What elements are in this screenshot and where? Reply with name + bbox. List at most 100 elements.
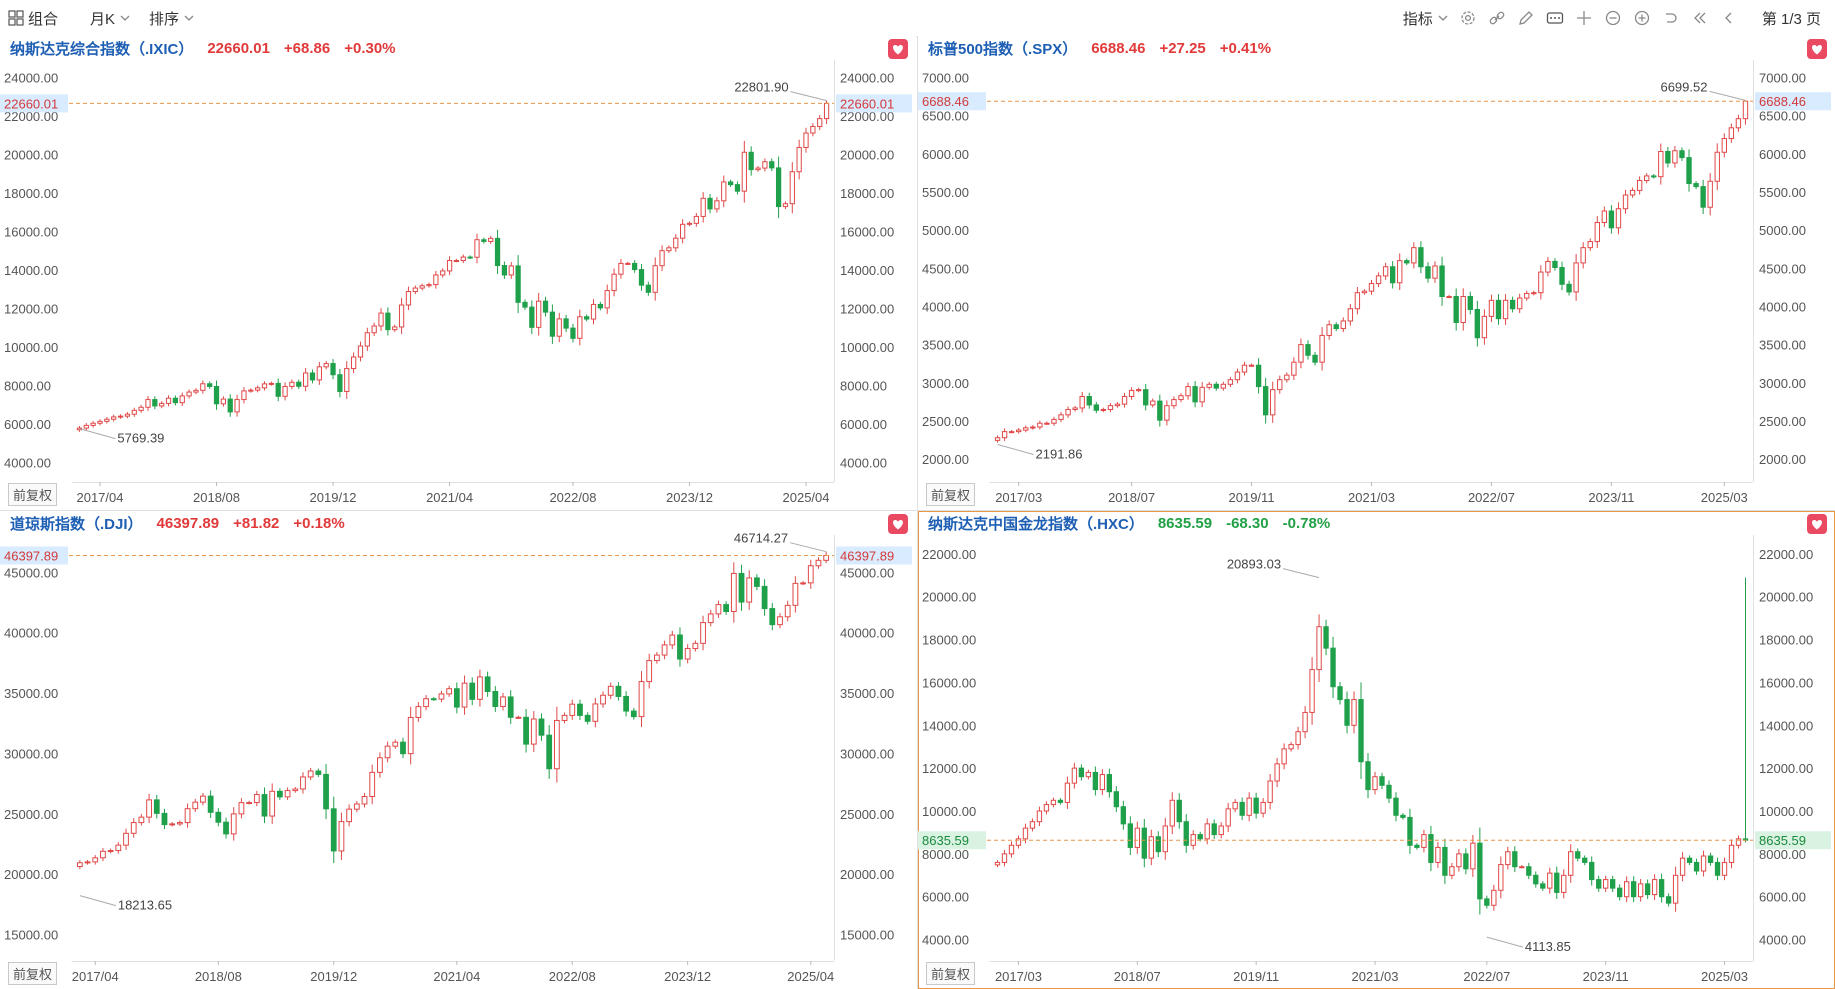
candle: [179, 392, 185, 407]
heart-icon[interactable]: [1807, 514, 1827, 534]
candlestick-chart[interactable]: 15000.00 15000.00 20000.00 20000.00 25000.00…: [0, 511, 916, 989]
candle-body-down: [1686, 157, 1692, 185]
crosshair-icon[interactable]: [1574, 8, 1594, 28]
heart-icon[interactable]: [888, 514, 908, 534]
candle: [546, 725, 553, 779]
candlestick-chart[interactable]: 2000.00 2000.00 2500.00 2500.00 3000.00 3000.…: [918, 36, 1835, 510]
candle: [1148, 829, 1154, 866]
pencil-icon[interactable]: [1516, 8, 1536, 28]
heart-icon[interactable]: [1807, 39, 1827, 59]
sort-dropdown[interactable]: 排序: [149, 8, 195, 29]
y-tick-label: 40000.00: [840, 626, 894, 641]
candle-body-down: [677, 634, 683, 660]
candle-body-up: [1658, 150, 1664, 178]
adjustment-button[interactable]: 前复权: [926, 962, 976, 985]
period-dropdown[interactable]: 月K: [90, 8, 131, 29]
undo-icon[interactable]: [1661, 8, 1681, 28]
candle: [1425, 262, 1431, 283]
candle-body-down: [153, 799, 160, 814]
y-tick-label: 12000.00: [840, 302, 894, 317]
candle-body-up: [200, 795, 206, 803]
candle-body-up: [76, 862, 83, 868]
candle-body-up: [1531, 292, 1537, 295]
chart-panel-spx[interactable]: 标普500指数（.SPX） 6688.46 +27.25 +0.41% 2000…: [918, 36, 1835, 510]
candle-body-up: [556, 318, 562, 337]
link-icon[interactable]: [1487, 8, 1507, 28]
chevron-left-icon[interactable]: [1719, 8, 1739, 28]
candle: [426, 282, 432, 288]
candle-body-up: [715, 604, 722, 615]
candle: [792, 576, 799, 613]
indicator-dropdown[interactable]: 指标: [1403, 8, 1449, 29]
candle: [146, 793, 152, 824]
candle-body-up: [253, 794, 260, 804]
candle-body-down: [215, 811, 222, 823]
candle: [994, 435, 1001, 443]
candle: [357, 341, 364, 362]
candle-body-down: [577, 703, 583, 716]
candle: [83, 423, 89, 431]
candle: [1498, 856, 1504, 899]
candle: [1239, 797, 1245, 821]
candle: [227, 394, 233, 417]
adjustment-button[interactable]: 前复权: [8, 483, 58, 506]
candle-body-up: [1594, 221, 1600, 243]
candle: [100, 847, 106, 862]
candle: [1707, 173, 1713, 216]
candle: [1120, 800, 1126, 830]
current-price-tag-left: [918, 92, 986, 111]
candle-body-up: [123, 832, 129, 846]
candle: [165, 395, 172, 407]
chart-panel-hxc[interactable]: 纳斯达克中国金龙指数（.HXC） 8635.59 -68.30 -0.78% 4…: [918, 511, 1835, 989]
double-chevron-left-icon[interactable]: [1690, 8, 1710, 28]
candle: [501, 261, 508, 279]
candle: [330, 796, 337, 864]
candlestick-chart[interactable]: 4000.00 4000.00 6000.00 6000.00 8000.00 8000.…: [0, 36, 916, 510]
candle: [734, 181, 741, 195]
candle-body-up: [1134, 827, 1140, 848]
min-value-label: 4113.85: [1525, 939, 1571, 954]
candle-body-up: [398, 304, 405, 328]
combo-layout-button[interactable]: 组合: [8, 8, 58, 29]
chart-panel-dji[interactable]: 道琼斯指数（.DJI） 46397.89 +81.82 +0.18% 15000…: [0, 511, 916, 989]
candle: [823, 551, 830, 564]
candle-body-up: [1728, 844, 1735, 863]
candle: [1375, 272, 1382, 288]
y-tick-label: 4000.00: [1759, 933, 1806, 948]
candle: [115, 842, 122, 854]
current-price-label: 6688.46: [922, 94, 969, 109]
min-value-label: 5769.39: [117, 431, 164, 446]
candle: [1220, 381, 1227, 391]
candle: [1100, 407, 1107, 413]
candle-body-up: [292, 788, 299, 792]
candle-body-up: [654, 654, 660, 662]
candle: [1078, 764, 1085, 781]
index-name[interactable]: 标普500指数（.SPX）: [928, 40, 1078, 58]
candle-body-up: [438, 693, 445, 700]
index-name[interactable]: 纳斯达克综合指数（.IXIC）: [10, 40, 194, 58]
candle-body-up: [423, 698, 429, 708]
candle: [377, 752, 383, 778]
adjustment-button[interactable]: 前复权: [926, 483, 976, 506]
candle: [1065, 406, 1071, 418]
candle: [1644, 879, 1651, 899]
candle: [714, 197, 720, 213]
chart-panel-ixic[interactable]: 纳斯达克综合指数（.IXIC） 22660.01 +68.86 +0.30% 4…: [0, 36, 916, 510]
candle: [350, 352, 357, 374]
candle: [1538, 265, 1544, 300]
candle-body-up: [130, 822, 137, 834]
candle-body-up: [611, 273, 617, 292]
zoom-out-icon[interactable]: [1603, 8, 1623, 28]
zoom-in-icon[interactable]: [1632, 8, 1652, 28]
index-name[interactable]: 道琼斯指数（.DJI）: [10, 515, 143, 533]
candle-body-down: [563, 318, 569, 329]
candle: [817, 114, 823, 131]
candle: [1092, 766, 1099, 796]
adjustment-button[interactable]: 前复权: [8, 962, 58, 985]
index-name[interactable]: 纳斯达克中国金龙指数（.HXC）: [928, 515, 1144, 533]
settings-icon[interactable]: [1458, 8, 1478, 28]
candlestick-chart[interactable]: 4000.00 4000.00 6000.00 6000.00 8000.00 8000.…: [918, 511, 1835, 989]
heart-icon[interactable]: [888, 39, 908, 59]
candle: [1016, 428, 1022, 434]
keyboard-icon[interactable]: [1545, 8, 1565, 28]
